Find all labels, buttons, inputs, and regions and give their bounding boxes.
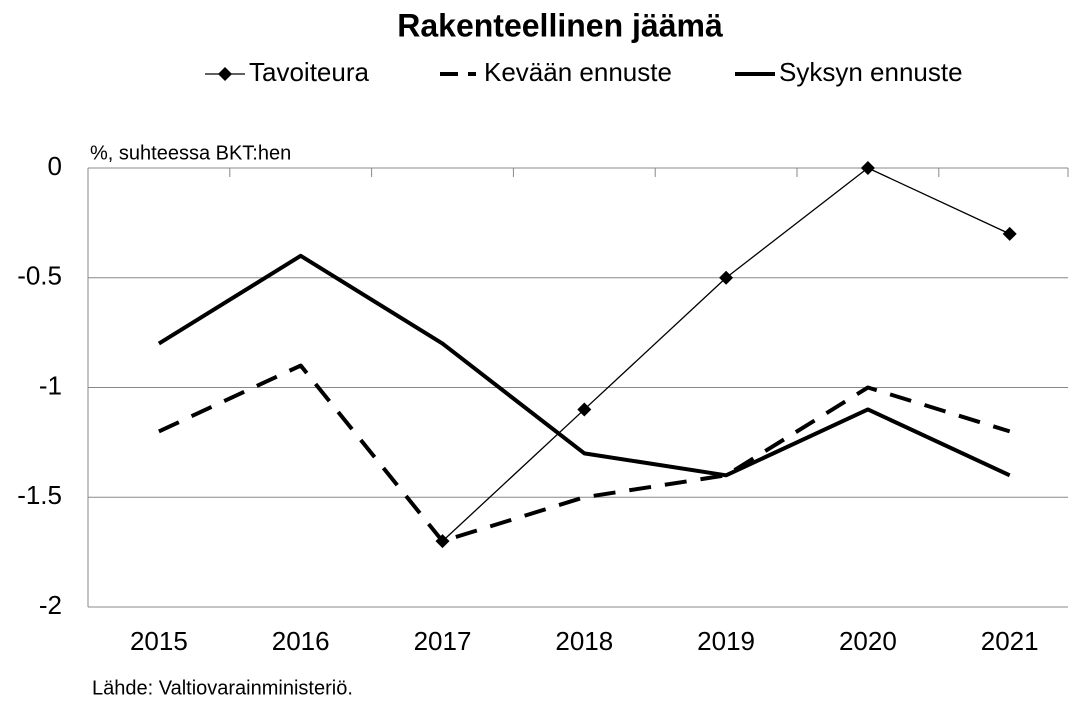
legend-marker [218,67,232,81]
legend-label: Kevään ennuste [484,57,672,87]
y-tick-label: -0.5 [17,261,62,291]
source: Lähde: Valtiovarainministeriö. [92,677,353,699]
x-tick-label: 2021 [981,626,1039,656]
y-axis-label: %, suhteessa BKT:hen [90,142,291,164]
legend-label: Syksyn ennuste [779,57,963,87]
y-tick-label: -1.5 [17,480,62,510]
x-tick-label: 2019 [697,626,755,656]
x-tick-label: 2020 [839,626,897,656]
y-tick-label: -2 [39,590,62,620]
x-tick-label: 2017 [414,626,472,656]
marker [577,402,592,417]
x-tick-label: 2015 [130,626,188,656]
series-line [157,253,1011,478]
y-tick-label: -1 [39,370,62,400]
series-line [158,363,1011,544]
marker [719,270,734,285]
marker [1002,226,1017,241]
marker [860,161,875,175]
legend-label: Tavoiteura [249,57,369,87]
series-line [442,167,1010,542]
y-tick-label: 0 [48,151,62,181]
x-tick-label: 2018 [555,626,613,656]
x-tick-label: 2016 [272,626,330,656]
chart-title: Rakenteellinen jäämä [397,7,723,43]
